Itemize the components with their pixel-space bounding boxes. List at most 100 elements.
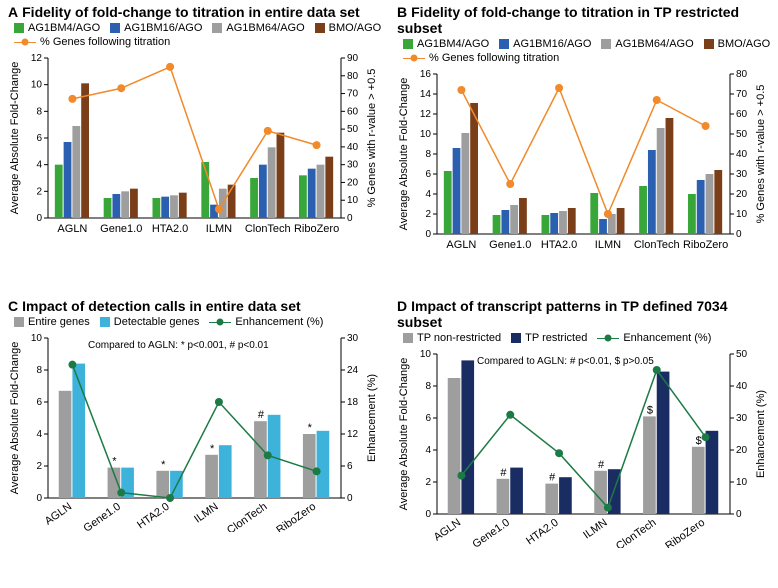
- left-tick: 0: [36, 493, 42, 504]
- bar: [706, 431, 719, 514]
- left-tick: 10: [31, 80, 43, 91]
- cat-label: ILMN: [581, 517, 609, 542]
- bar: [657, 128, 665, 234]
- bar: [639, 186, 647, 234]
- legend-item: Entire genes: [14, 316, 90, 328]
- right-tick: 60: [736, 109, 748, 120]
- legend-swatch: [100, 317, 110, 327]
- right-tick: 6: [347, 461, 353, 472]
- bar: [545, 484, 558, 514]
- legend-label: AG1BM64/AGO: [226, 22, 304, 34]
- bar: [259, 165, 267, 218]
- legend-line-swatch: [14, 37, 36, 47]
- line-marker: [653, 96, 661, 104]
- bar: [501, 210, 509, 234]
- panel-title: DImpact of transcript patterns in TP def…: [397, 298, 772, 330]
- left-axis-label: Average Absolute Fold-Change: [398, 78, 410, 231]
- legend-swatch: [499, 39, 509, 49]
- left-tick: 4: [425, 189, 431, 200]
- line-marker: [215, 398, 223, 406]
- bar: [72, 364, 85, 498]
- left-tick: 2: [36, 461, 42, 472]
- legend-swatch: [110, 23, 120, 33]
- sig-mark: $: [696, 435, 702, 447]
- left-tick: 6: [425, 413, 431, 424]
- right-tick: 40: [347, 142, 359, 153]
- left-axis-label: Average Absolute Fold-Change: [9, 62, 21, 215]
- legend-line-label: Enhancement (%): [235, 316, 323, 328]
- left-tick: 8: [425, 381, 431, 392]
- bar: [697, 180, 705, 234]
- legend-label: Entire genes: [28, 316, 90, 328]
- right-tick: 20: [736, 189, 748, 200]
- legend-swatch: [212, 23, 222, 33]
- right-tick: 70: [347, 89, 359, 100]
- left-axis-label: Average Absolute Fold-Change: [398, 358, 410, 511]
- left-tick: 12: [31, 53, 43, 64]
- left-tick: 10: [420, 129, 432, 140]
- line-marker: [604, 504, 612, 512]
- bar: [542, 215, 550, 234]
- right-tick: 40: [736, 149, 748, 160]
- sig-mark: $: [647, 404, 653, 416]
- right-tick: 12: [347, 429, 359, 440]
- left-tick: 2: [425, 209, 431, 220]
- sig-mark: *: [112, 456, 117, 468]
- right-tick: 0: [736, 509, 742, 520]
- bar: [617, 208, 625, 234]
- bar: [121, 191, 129, 218]
- legend-label: AG1BM4/AGO: [28, 22, 100, 34]
- bar: [250, 178, 258, 218]
- bar: [453, 148, 461, 234]
- right-tick: 24: [347, 365, 359, 376]
- left-tick: 6: [36, 397, 42, 408]
- line-marker: [166, 63, 174, 71]
- legend-swatch: [511, 333, 521, 343]
- left-tick: 16: [420, 69, 432, 80]
- right-tick: 60: [347, 106, 359, 117]
- right-tick: 80: [736, 69, 748, 80]
- left-tick: 8: [36, 365, 42, 376]
- legend-label: BMO/AGO: [718, 38, 771, 50]
- legend-label: AG1BM16/AGO: [513, 38, 591, 50]
- bar: [81, 83, 89, 218]
- chart-svg: 02468100612182430Average Absolute Fold-C…: [6, 332, 383, 532]
- bar: [648, 150, 656, 234]
- bar: [706, 174, 714, 234]
- bar: [559, 477, 572, 514]
- bar: [303, 434, 316, 498]
- panel-letter: B: [397, 4, 407, 20]
- right-axis-label: Enhancement (%): [366, 374, 378, 462]
- legend: TP non-restrictedTP restrictedEnhancemen…: [403, 332, 772, 344]
- legend-label: AG1BM4/AGO: [417, 38, 489, 50]
- right-tick: 30: [347, 333, 359, 344]
- left-tick: 4: [425, 445, 431, 456]
- bar: [317, 165, 325, 218]
- legend-item: AG1BM4/AGO: [403, 38, 489, 50]
- panel-letter: C: [8, 298, 18, 314]
- cat-label: Gene1.0: [100, 223, 142, 235]
- bar: [657, 372, 670, 514]
- legend-line-swatch: [403, 53, 425, 63]
- legend-item-line: % Genes following titration: [14, 36, 170, 48]
- cat-label: RiboZero: [274, 501, 318, 532]
- cat-label: AGLN: [446, 239, 476, 251]
- line-marker: [653, 366, 661, 374]
- line-marker: [457, 86, 465, 94]
- legend-item-line: Enhancement (%): [209, 316, 323, 328]
- bar: [470, 103, 478, 234]
- bar: [268, 147, 276, 218]
- bar: [461, 133, 469, 234]
- sig-mark: *: [210, 443, 215, 455]
- left-tick: 4: [36, 429, 42, 440]
- bar: [55, 165, 63, 218]
- line-marker: [117, 84, 125, 92]
- right-axis-label: % Genes with r-value > +0.5: [366, 69, 378, 208]
- legend-label: TP non-restricted: [417, 332, 501, 344]
- bar: [205, 455, 218, 498]
- chart-svg: 0246810120102030405060708090Average Abso…: [6, 52, 383, 252]
- bar: [161, 197, 169, 218]
- panel-c: CImpact of detection calls in entire dat…: [0, 294, 389, 588]
- legend-item: TP restricted: [511, 332, 587, 344]
- panel-title: AFidelity of fold-change to titration in…: [8, 4, 383, 20]
